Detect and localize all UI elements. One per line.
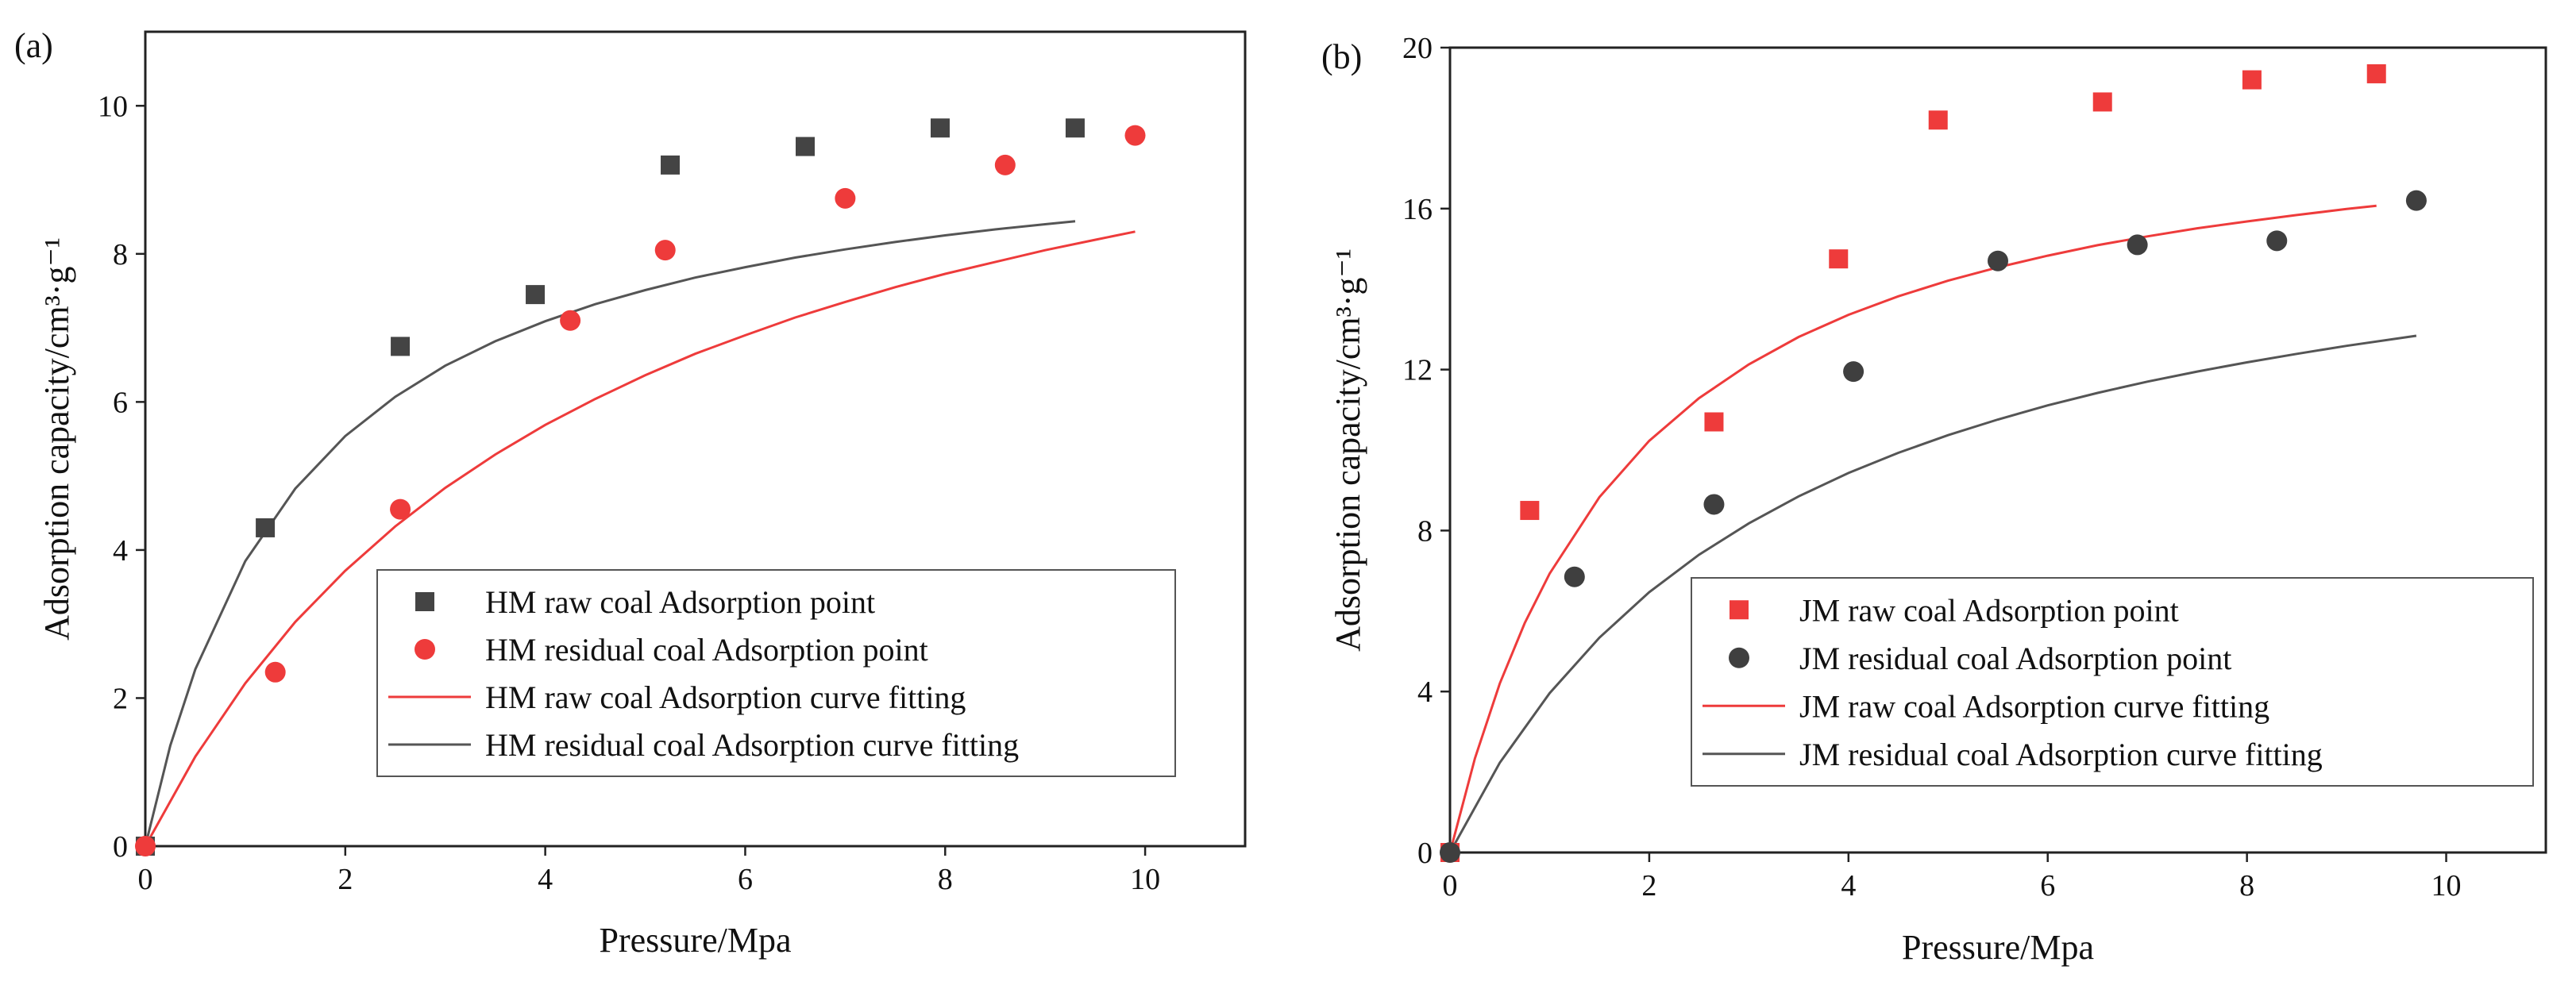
plot-frame xyxy=(144,30,1247,848)
x-tick-label: 6 xyxy=(738,863,753,896)
data-point-circle xyxy=(1564,566,1585,587)
legend-swatch-square xyxy=(415,592,434,611)
y-tick-label: 2 xyxy=(113,682,128,715)
legend-box xyxy=(1691,577,2534,787)
data-point-circle xyxy=(2266,230,2288,252)
legend-label: JM residual coal Adsorption point xyxy=(1799,641,2231,676)
y-tick-label: 4 xyxy=(1417,675,1433,709)
legend-box xyxy=(376,569,1176,777)
data-point-circle xyxy=(994,154,1016,175)
y-tick-label: 4 xyxy=(113,534,128,568)
series-line xyxy=(1448,334,2417,853)
legend-swatch-square xyxy=(1730,600,1749,620)
data-point-circle xyxy=(264,661,286,683)
panel-label: (b) xyxy=(1321,37,1362,76)
legend-label: HM residual coal Adsorption point xyxy=(485,632,928,668)
legend-label: JM raw coal Adsorption point xyxy=(1799,592,2179,628)
y-tick-label: 20 xyxy=(1402,32,1433,65)
x-tick-label: 8 xyxy=(2239,869,2254,903)
data-point-circle xyxy=(135,836,156,856)
y-tick-label: 16 xyxy=(1402,193,1433,226)
data-point-square xyxy=(526,285,546,305)
data-point-square xyxy=(2366,64,2386,83)
data-point-square xyxy=(1829,249,1849,269)
x-tick-label: 10 xyxy=(1130,863,1160,896)
legend-label: JM raw coal Adsorption curve fitting xyxy=(1799,688,2269,724)
data-point-square xyxy=(661,155,681,175)
data-point-circle xyxy=(1988,250,2008,271)
data-point-circle xyxy=(835,187,856,209)
y-tick-label: 8 xyxy=(113,238,128,271)
data-point-square xyxy=(391,337,411,356)
data-point-circle xyxy=(1124,125,1146,146)
x-tick-label: 4 xyxy=(538,863,553,896)
panel-label: (a) xyxy=(14,26,53,65)
legend-swatch-circle xyxy=(415,639,435,660)
data-point-circle xyxy=(1703,494,1725,515)
x-tick-label: 6 xyxy=(2040,869,2055,903)
panel-a: (a) 0 2 4 6 8 10 0 2 4 6 8 10 Pressure/Mpa Adsorption … xyxy=(14,26,1247,960)
data-point-square xyxy=(1520,501,1540,521)
x-tick-label: 8 xyxy=(938,863,953,896)
data-point-square xyxy=(796,137,815,156)
data-point-circle xyxy=(2405,190,2427,211)
data-point-circle xyxy=(654,240,676,261)
data-point-square xyxy=(256,518,276,537)
data-point-circle xyxy=(1440,842,1460,863)
legend-label: HM residual coal Adsorption curve fittin… xyxy=(485,727,1019,763)
y-tick-label: 10 xyxy=(98,90,128,123)
data-point-square xyxy=(1065,118,1085,138)
y-tick-label: 12 xyxy=(1402,354,1433,387)
data-point-square xyxy=(2242,70,2262,90)
legend-label: JM residual coal Adsorption curve fittin… xyxy=(1799,737,2323,772)
data-point-circle xyxy=(560,310,581,331)
x-tick-label: 0 xyxy=(1443,869,1458,903)
legend-label: HM raw coal Adsorption point xyxy=(485,584,875,620)
data-point-square xyxy=(2092,92,2112,112)
y-tick-label: 6 xyxy=(113,386,128,419)
panel-b: (b) 0 2 4 6 8 10 0 4 8 12 16 20 Pressure/Mpa Adsorptio… xyxy=(1321,32,2547,967)
x-tick-label: 10 xyxy=(2431,869,2462,903)
y-axis-title: Adsorption capacity/cm³·g⁻¹ xyxy=(37,237,76,641)
x-axis-title: Pressure/Mpa xyxy=(1902,928,2094,967)
plot-frame xyxy=(1448,46,2547,854)
data-point-circle xyxy=(2127,234,2148,256)
x-tick-label: 4 xyxy=(1841,869,1856,903)
y-tick-label: 0 xyxy=(1417,837,1433,870)
legend-swatch-circle xyxy=(1729,647,1749,668)
x-tick-label: 0 xyxy=(138,863,153,896)
data-point-circle xyxy=(390,498,411,520)
y-axis-title: Adsorption capacity/cm³·g⁻¹ xyxy=(1328,248,1367,652)
data-point-circle xyxy=(1843,361,1865,383)
legend-label: HM raw coal Adsorption curve fitting xyxy=(485,679,966,715)
data-point-square xyxy=(930,118,950,138)
y-tick-label: 8 xyxy=(1417,514,1433,548)
x-tick-label: 2 xyxy=(1641,869,1656,903)
data-point-square xyxy=(1704,412,1724,432)
x-tick-label: 2 xyxy=(337,863,353,896)
x-axis-title: Pressure/Mpa xyxy=(600,921,792,960)
data-point-square xyxy=(1928,110,1948,130)
y-tick-label: 0 xyxy=(113,830,128,864)
series-line xyxy=(144,230,1136,847)
series-line xyxy=(1448,204,2377,853)
